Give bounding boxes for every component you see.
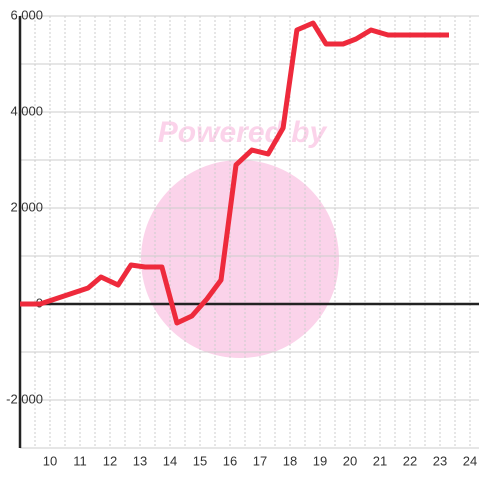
x-tick-label: 21 bbox=[373, 453, 387, 468]
x-tick-label: 15 bbox=[193, 453, 207, 468]
x-tick-label: 24 bbox=[463, 453, 477, 468]
x-tick-label: 12 bbox=[103, 453, 117, 468]
x-tick-label: 22 bbox=[403, 453, 417, 468]
watermark-logo bbox=[141, 160, 339, 358]
x-tick-label: 23 bbox=[433, 453, 447, 468]
x-tick-label: 16 bbox=[223, 453, 237, 468]
x-tick-label: 13 bbox=[133, 453, 147, 468]
x-tick-label: 14 bbox=[163, 453, 177, 468]
x-tick-label: 19 bbox=[313, 453, 327, 468]
data-line bbox=[20, 20, 449, 326]
x-tick-label: 11 bbox=[73, 453, 87, 468]
y-tick-label: 4,000 bbox=[10, 103, 43, 118]
x-tick-label: 10 bbox=[43, 453, 57, 468]
x-tick-label: 17 bbox=[253, 453, 267, 468]
x-tick-label: 20 bbox=[343, 453, 357, 468]
y-tick-label: 6,000 bbox=[10, 7, 43, 22]
x-tick-label: 18 bbox=[283, 453, 297, 468]
y-tick-label: 2,000 bbox=[10, 199, 43, 214]
y-tick-label: -2,000 bbox=[6, 391, 43, 406]
watermark: Powered by bbox=[158, 116, 328, 149]
